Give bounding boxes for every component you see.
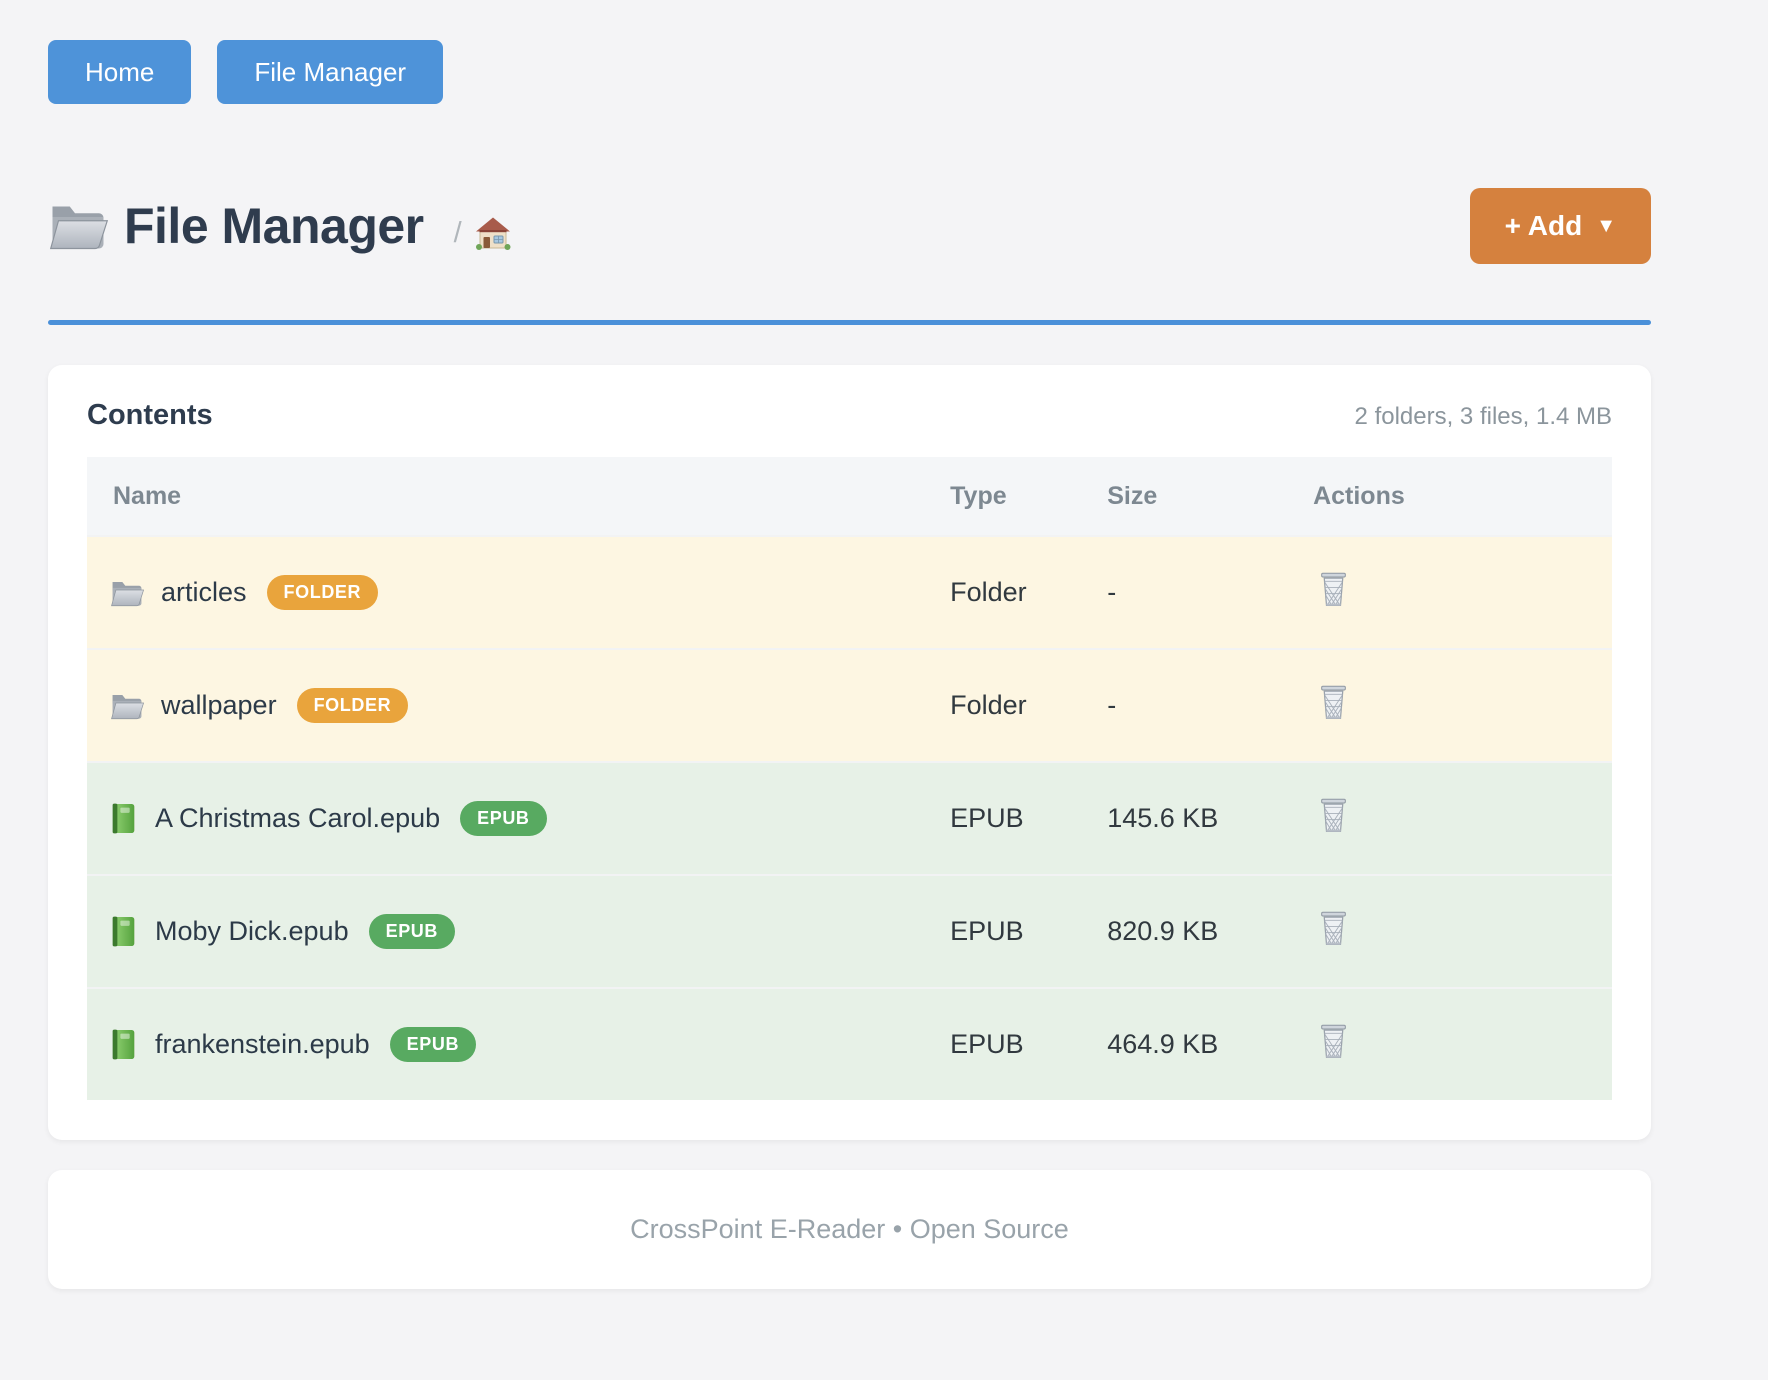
name-cell: wallpaper FOLDER	[87, 688, 950, 723]
folder-badge: FOLDER	[266, 575, 379, 610]
green-book-icon	[110, 1029, 138, 1060]
folder-icon	[110, 578, 144, 608]
green-book-icon	[110, 803, 138, 834]
actions-cell	[1313, 571, 1612, 615]
delete-button[interactable]	[1318, 797, 1349, 834]
file-name-link[interactable]: articles	[161, 577, 247, 607]
add-button-label: + Add	[1504, 210, 1583, 241]
table-row: frankenstein.epub EPUB EPUB 464.9 KB	[87, 987, 1612, 1100]
size-cell: 145.6 KB	[1107, 803, 1219, 833]
delete-button[interactable]	[1318, 1023, 1349, 1060]
epub-badge: EPUB	[389, 1027, 477, 1062]
breadcrumb-separator: /	[453, 216, 462, 249]
file-table: Name Type Size Actions articles FOLDER F…	[87, 457, 1612, 1100]
delete-button[interactable]	[1318, 910, 1349, 947]
type-cell: Folder	[950, 577, 1027, 607]
epub-badge: EPUB	[368, 914, 456, 949]
column-header-name: Name	[113, 481, 182, 510]
folder-icon	[110, 691, 144, 721]
page-header: File Manager / + Add ▼	[48, 188, 1651, 264]
contents-summary: 2 folders, 3 files, 1.4 MB	[1354, 403, 1612, 430]
table-row: articles FOLDER Folder -	[87, 535, 1612, 648]
page-title: File Manager	[124, 198, 424, 254]
type-cell: EPUB	[950, 803, 1024, 833]
top-nav: Home File Manager	[48, 0, 1651, 104]
footer-text: CrossPoint E-Reader • Open Source	[630, 1214, 1069, 1244]
file-name-link[interactable]: wallpaper	[161, 690, 277, 720]
nav-button-home[interactable]: Home	[48, 40, 192, 104]
table-row: Moby Dick.epub EPUB EPUB 820.9 KB	[87, 874, 1612, 987]
name-cell: articles FOLDER	[87, 575, 950, 610]
column-header-size: Size	[1107, 481, 1158, 510]
type-cell: Folder	[950, 690, 1027, 720]
actions-cell	[1313, 684, 1612, 728]
table-row: A Christmas Carol.epub EPUB EPUB 145.6 K…	[87, 761, 1612, 874]
trash-icon	[1318, 1023, 1349, 1060]
actions-cell	[1313, 797, 1612, 841]
table-row: wallpaper FOLDER Folder -	[87, 648, 1612, 761]
trash-icon	[1318, 571, 1349, 608]
breadcrumb: /	[454, 202, 511, 250]
size-cell: 820.9 KB	[1107, 916, 1219, 946]
trash-icon	[1318, 684, 1349, 721]
type-cell: EPUB	[950, 1029, 1024, 1059]
nav-button-file-manager[interactable]: File Manager	[217, 40, 444, 104]
trash-icon	[1318, 910, 1349, 947]
file-name-link[interactable]: frankenstein.epub	[155, 1029, 370, 1059]
contents-card-header: Contents 2 folders, 3 files, 1.4 MB	[87, 399, 1612, 432]
contents-heading: Contents	[87, 399, 213, 431]
epub-badge: EPUB	[460, 801, 547, 836]
green-book-icon	[110, 916, 138, 947]
breadcrumb-home-link[interactable]	[475, 216, 511, 250]
add-button[interactable]: + Add ▼	[1469, 188, 1651, 264]
delete-button[interactable]	[1318, 571, 1349, 608]
size-cell: 464.9 KB	[1107, 1029, 1219, 1059]
size-cell: -	[1107, 577, 1117, 607]
type-cell: EPUB	[950, 916, 1024, 946]
actions-cell	[1313, 910, 1612, 954]
file-name-link[interactable]: Moby Dick.epub	[155, 916, 349, 946]
name-cell: Moby Dick.epub EPUB	[87, 914, 950, 949]
footer-card: CrossPoint E-Reader • Open Source	[48, 1170, 1651, 1289]
accent-divider	[48, 320, 1651, 325]
file-name-link[interactable]: A Christmas Carol.epub	[155, 803, 441, 833]
table-header-row: Name Type Size Actions	[87, 457, 1612, 535]
trash-icon	[1318, 797, 1349, 834]
actions-cell	[1313, 1023, 1612, 1067]
column-header-type: Type	[950, 481, 1007, 510]
size-cell: -	[1107, 690, 1117, 720]
delete-button[interactable]	[1318, 684, 1349, 721]
chevron-down-icon: ▼	[1596, 215, 1616, 237]
open-folder-icon	[48, 200, 108, 252]
column-header-actions: Actions	[1313, 481, 1405, 510]
contents-card: Contents 2 folders, 3 files, 1.4 MB Name…	[48, 365, 1651, 1140]
folder-badge: FOLDER	[296, 688, 409, 723]
name-cell: frankenstein.epub EPUB	[87, 1027, 950, 1062]
house-icon	[475, 216, 511, 250]
name-cell: A Christmas Carol.epub EPUB	[87, 801, 950, 836]
page-container: Home File Manager File Manager / + Add ▼…	[48, 0, 1651, 1289]
